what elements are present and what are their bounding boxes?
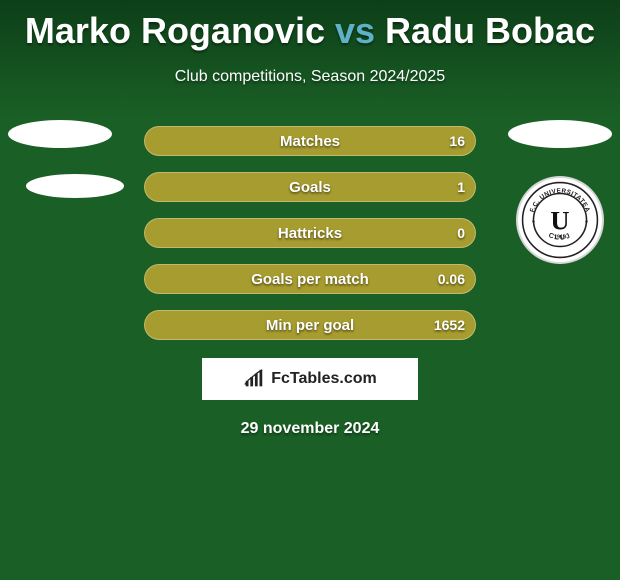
ellipse-shape [8, 120, 112, 148]
stat-label: Matches [145, 133, 475, 150]
player1-name: Marko Roganovic [25, 10, 325, 51]
club-badge-icon: F.C. UNIVERSITATEA CLUJ U 1919 [521, 181, 599, 259]
stat-label: Goals [145, 179, 475, 196]
stat-row: Goals per match 0.06 [144, 264, 476, 294]
svg-text:1919: 1919 [554, 235, 566, 241]
stat-value: 0 [457, 225, 465, 241]
stat-label: Goals per match [145, 271, 475, 288]
ellipse-shape [508, 120, 612, 148]
stat-row: Min per goal 1652 [144, 310, 476, 340]
stat-value: 1652 [434, 317, 465, 333]
stat-value: 0.06 [438, 271, 465, 287]
page-title: Marko Roganovic vs Radu Bobac [0, 0, 620, 52]
stat-label: Hattricks [145, 225, 475, 242]
bar-chart-icon [243, 368, 265, 390]
player2-name: Radu Bobac [385, 10, 595, 51]
right-decoration [508, 120, 612, 148]
stat-row: Matches 16 [144, 126, 476, 156]
stat-label: Min per goal [145, 317, 475, 334]
stat-row: Goals 1 [144, 172, 476, 202]
club-badge: F.C. UNIVERSITATEA CLUJ U 1919 [518, 178, 602, 262]
stat-value: 1 [457, 179, 465, 195]
fctables-attribution: FcTables.com [202, 358, 418, 400]
left-decoration [8, 120, 124, 224]
stat-row: Hattricks 0 [144, 218, 476, 248]
subtitle: Club competitions, Season 2024/2025 [0, 68, 620, 86]
ellipse-shape [26, 174, 124, 198]
date-label: 29 november 2024 [0, 420, 620, 438]
fctables-label: FcTables.com [271, 370, 377, 388]
vs-text: vs [335, 10, 375, 51]
stat-value: 16 [449, 133, 465, 149]
svg-text:U: U [550, 205, 569, 235]
